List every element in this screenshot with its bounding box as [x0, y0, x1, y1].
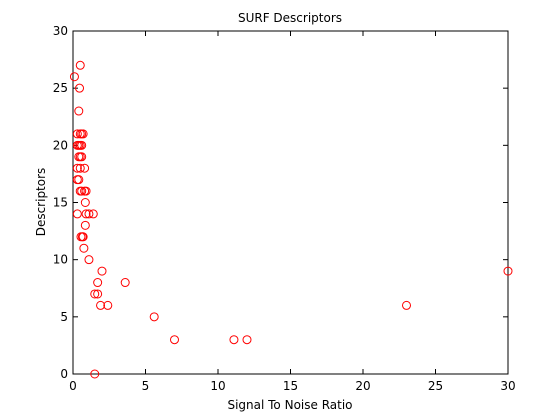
data-point	[80, 163, 90, 173]
data-point	[81, 209, 91, 219]
y-tick-label: 0	[60, 367, 68, 381]
data-point	[77, 152, 87, 162]
data-point	[75, 60, 85, 70]
data-point	[72, 209, 82, 219]
x-tick-label: 5	[142, 379, 150, 393]
x-tick-label: 30	[500, 379, 515, 393]
x-tick-label: 0	[69, 379, 77, 393]
x-tick-label: 25	[428, 379, 443, 393]
data-point	[93, 278, 103, 288]
data-points	[69, 60, 513, 379]
x-tick-label: 20	[355, 379, 370, 393]
data-point	[97, 266, 107, 276]
data-point	[149, 312, 159, 322]
data-point	[402, 300, 411, 310]
x-tick-label: 10	[210, 379, 225, 393]
data-point	[72, 175, 82, 185]
data-point	[78, 232, 88, 242]
data-point	[84, 209, 94, 219]
data-point	[503, 266, 513, 276]
data-point	[84, 255, 94, 265]
data-point	[77, 140, 87, 150]
data-point	[170, 335, 179, 345]
data-point	[242, 335, 252, 345]
data-point	[103, 300, 113, 310]
data-point	[80, 220, 90, 230]
data-point	[72, 163, 82, 173]
y-tick-label: 15	[53, 196, 68, 210]
data-point	[229, 335, 239, 345]
data-point	[75, 83, 85, 93]
data-point	[90, 369, 100, 379]
data-point	[78, 129, 88, 139]
y-tick-label: 25	[53, 81, 68, 95]
data-point	[90, 289, 100, 299]
plot-area	[72, 30, 509, 375]
y-tick-label: 30	[53, 24, 68, 38]
data-point	[79, 243, 89, 253]
data-point	[120, 278, 130, 288]
axes: 0 5 10 15 20 25 30 0 5 10 15 20 25 30	[53, 24, 516, 393]
data-point	[77, 186, 87, 196]
x-axis-label: Signal To Noise Ratio	[227, 398, 352, 412]
data-point	[75, 163, 85, 173]
data-point	[93, 289, 103, 299]
data-point	[72, 129, 82, 139]
x-tick-label: 15	[283, 379, 298, 393]
y-tick-label: 10	[53, 253, 68, 267]
data-point	[96, 300, 106, 310]
data-point	[80, 198, 90, 207]
y-tick-label: 5	[60, 310, 68, 324]
data-point	[81, 186, 91, 196]
data-point	[88, 209, 98, 219]
y-tick-label: 20	[53, 138, 68, 152]
data-point	[74, 106, 84, 116]
chart-title: SURF Descriptors	[238, 11, 342, 25]
y-axis-label: Descriptors	[34, 168, 48, 237]
data-point	[69, 72, 79, 82]
